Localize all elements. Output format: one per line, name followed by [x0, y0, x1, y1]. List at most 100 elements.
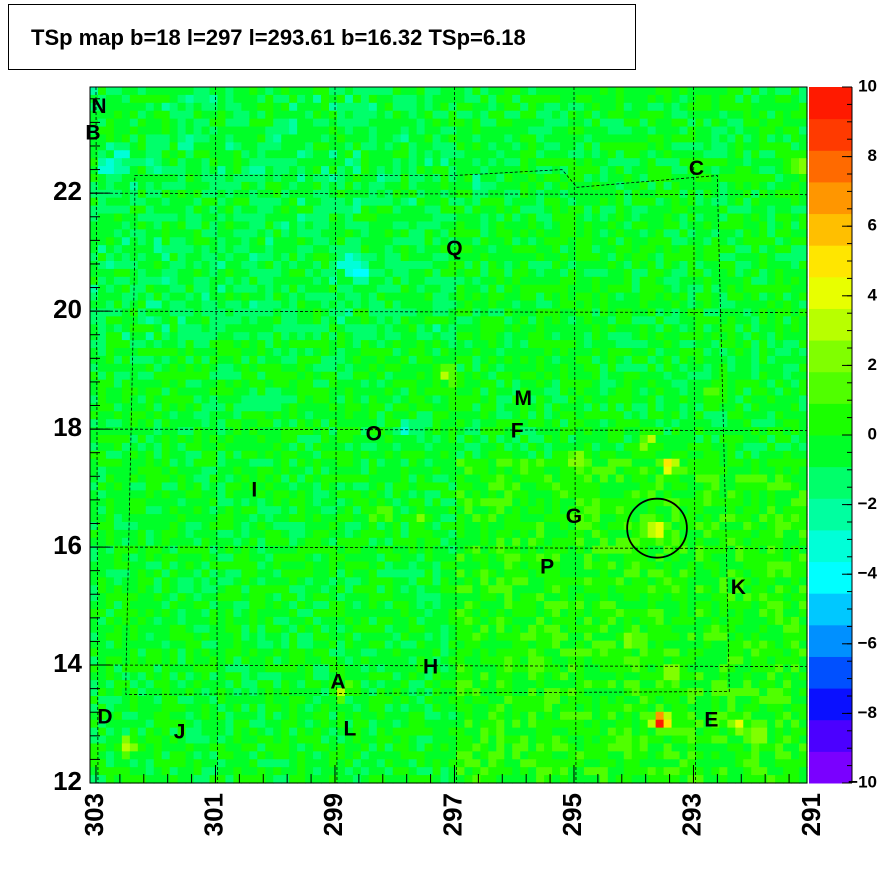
heat-cell — [719, 332, 728, 341]
heat-cell — [313, 458, 322, 468]
heat-cell — [313, 403, 322, 412]
heat-cell — [528, 237, 537, 246]
heat-cell — [560, 166, 569, 175]
heat-cell — [727, 379, 736, 389]
heat-cell — [743, 514, 752, 523]
heat-cell — [145, 197, 155, 207]
heat-cell — [591, 174, 601, 183]
heat-cell — [647, 102, 657, 112]
heat-cell — [791, 126, 800, 136]
heat-cell — [193, 197, 203, 207]
heat-cell — [735, 110, 744, 120]
heat-cell — [241, 411, 250, 420]
heat-cell — [767, 150, 776, 159]
heat-cell — [329, 427, 338, 436]
heat-cell — [703, 411, 712, 420]
heat-cell — [161, 221, 171, 230]
heat-cell — [97, 522, 107, 531]
heat-cell — [599, 205, 609, 215]
heat-cell — [719, 506, 728, 515]
heat-cell — [488, 371, 497, 381]
heat-cell — [472, 229, 481, 238]
heat-cell — [432, 245, 442, 254]
heat-cell — [520, 348, 529, 357]
heat-cell — [560, 205, 569, 215]
heat-cell — [113, 292, 123, 302]
heat-cell — [121, 466, 131, 476]
heat-cell — [607, 142, 617, 151]
heat-cell — [711, 514, 720, 523]
heat-cell — [97, 363, 107, 373]
heat-cell — [472, 118, 481, 128]
heat-cell — [767, 498, 776, 507]
heat-cell — [289, 94, 298, 104]
heat-cell — [727, 189, 736, 199]
heat-cell — [695, 221, 705, 230]
heat-cell — [631, 158, 641, 167]
heat-cell — [655, 427, 665, 436]
heat-cell — [400, 118, 410, 128]
heat-cell — [129, 237, 139, 246]
heat-cell — [129, 134, 139, 143]
heat-cell — [783, 506, 792, 515]
heat-cell — [496, 506, 505, 515]
heat-cell — [265, 387, 274, 397]
heat-cell — [129, 379, 139, 389]
heat-cell — [687, 363, 697, 373]
heat-cell — [560, 118, 569, 128]
heat-cell — [775, 474, 784, 484]
heat-cell — [392, 276, 402, 286]
heat-cell — [360, 324, 370, 333]
heat-cell — [193, 363, 203, 373]
heat-cell — [352, 522, 362, 531]
heat-cell — [703, 379, 712, 389]
heat-cell — [727, 498, 736, 507]
heat-cell — [719, 292, 728, 302]
heat-cell — [384, 261, 394, 270]
heat-cell — [671, 506, 681, 515]
heat-cell — [193, 482, 203, 491]
heat-cell — [281, 332, 290, 341]
heat-cell — [607, 245, 617, 254]
heat-cell — [639, 189, 649, 199]
heat-cell — [464, 355, 473, 365]
heat-cell — [201, 102, 211, 112]
heat-cell — [241, 94, 250, 104]
heat-cell — [105, 522, 115, 531]
heat-cell — [655, 324, 665, 333]
heat-cell — [735, 435, 744, 444]
heat-cell — [591, 419, 601, 428]
heat-cell — [440, 450, 450, 460]
heat-cell — [169, 166, 179, 175]
heat-cell — [727, 245, 736, 254]
heat-cell — [273, 87, 282, 96]
heat-cell — [90, 134, 99, 143]
heat-cell — [568, 261, 577, 270]
heat-cell — [568, 174, 577, 183]
heat-cell — [177, 142, 187, 151]
heat-cell — [273, 348, 282, 357]
heat-cell — [711, 268, 720, 278]
heat-cell — [161, 482, 171, 491]
heat-cell — [392, 284, 402, 294]
heat-cell — [400, 189, 410, 199]
heat-cell — [655, 268, 665, 278]
heat-cell — [177, 340, 187, 349]
heat-cell — [193, 379, 203, 389]
heat-cell — [265, 126, 274, 136]
heat-cell — [536, 300, 545, 310]
heat-cell — [336, 466, 346, 476]
heat-cell — [791, 348, 800, 357]
heat-cell — [368, 482, 378, 491]
heat-cell — [392, 442, 402, 452]
heat-cell — [360, 522, 370, 531]
heat-cell — [241, 379, 250, 389]
heat-cell — [456, 355, 466, 365]
heat-cell — [520, 332, 529, 341]
heat-cell — [329, 363, 338, 373]
heat-cell — [217, 134, 227, 143]
heat-cell — [727, 482, 736, 491]
heat-cell — [153, 419, 163, 428]
heat-cell — [321, 498, 330, 507]
heat-cell — [97, 158, 107, 167]
